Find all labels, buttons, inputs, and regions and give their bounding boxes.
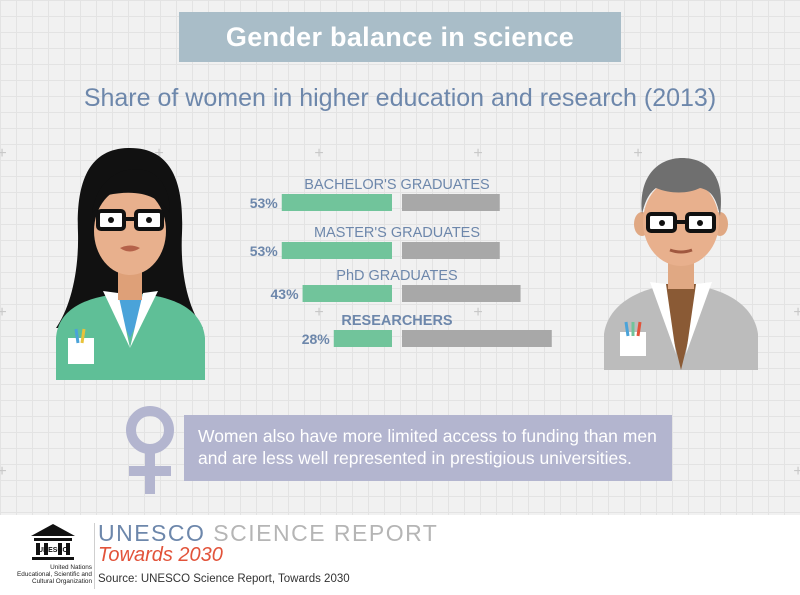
value-label: 53% [250, 195, 279, 211]
org-line-1: United Nations [50, 564, 92, 571]
funding-callout: Women also have more limited access to f… [184, 415, 672, 481]
org-line-3: Cultural Organization [31, 578, 92, 586]
org-name: United Nations Educational, Scientific a… [4, 564, 92, 586]
men-bar [402, 242, 500, 259]
report-title-strong: UNESCO [98, 520, 206, 546]
category-label: PhD GRADUATES [336, 268, 457, 284]
gender-bar-chart: BACHELOR'S GRADUATES 53% MASTER'S GRADUATE… [250, 177, 552, 347]
value-label: 53% [250, 243, 279, 259]
men-bar [402, 194, 500, 211]
footer [0, 515, 800, 595]
category-label: MASTER'S GRADUATES [314, 225, 480, 241]
unesco-temple-logo: UNESCO [31, 524, 75, 560]
women-bar [281, 194, 392, 211]
value-label: 43% [271, 286, 300, 302]
header-title-box: Gender balance in science [179, 12, 621, 62]
report-subtitle: Towards 2030 [98, 544, 223, 566]
women-bar [302, 285, 392, 302]
male-scientist-icon [604, 158, 758, 370]
callout-text: Women also have more limited access to f… [198, 426, 657, 468]
logo-text: UNESCO [38, 547, 69, 554]
chart-subtitle: Share of women in higher education and r… [83, 84, 717, 112]
men-bar [402, 330, 552, 347]
female-symbol-icon [126, 406, 174, 494]
value-label: 28% [302, 331, 331, 347]
page-title: Gender balance in science [225, 21, 575, 52]
category-label: BACHELOR'S GRADUATES [304, 177, 489, 193]
women-bar [281, 242, 392, 259]
footer-divider [94, 523, 95, 589]
report-title-light: SCIENCE REPORT [213, 520, 439, 546]
category-label: RESEARCHERS [341, 313, 453, 329]
report-title: UNESCO SCIENCE REPORT [98, 520, 438, 547]
women-bar [333, 330, 392, 347]
org-line-2: Educational, Scientific and [17, 571, 92, 579]
source-note: Source: UNESCO Science Report, Towards 2… [98, 573, 350, 585]
female-scientist-icon [56, 148, 205, 380]
men-bar [402, 285, 521, 302]
